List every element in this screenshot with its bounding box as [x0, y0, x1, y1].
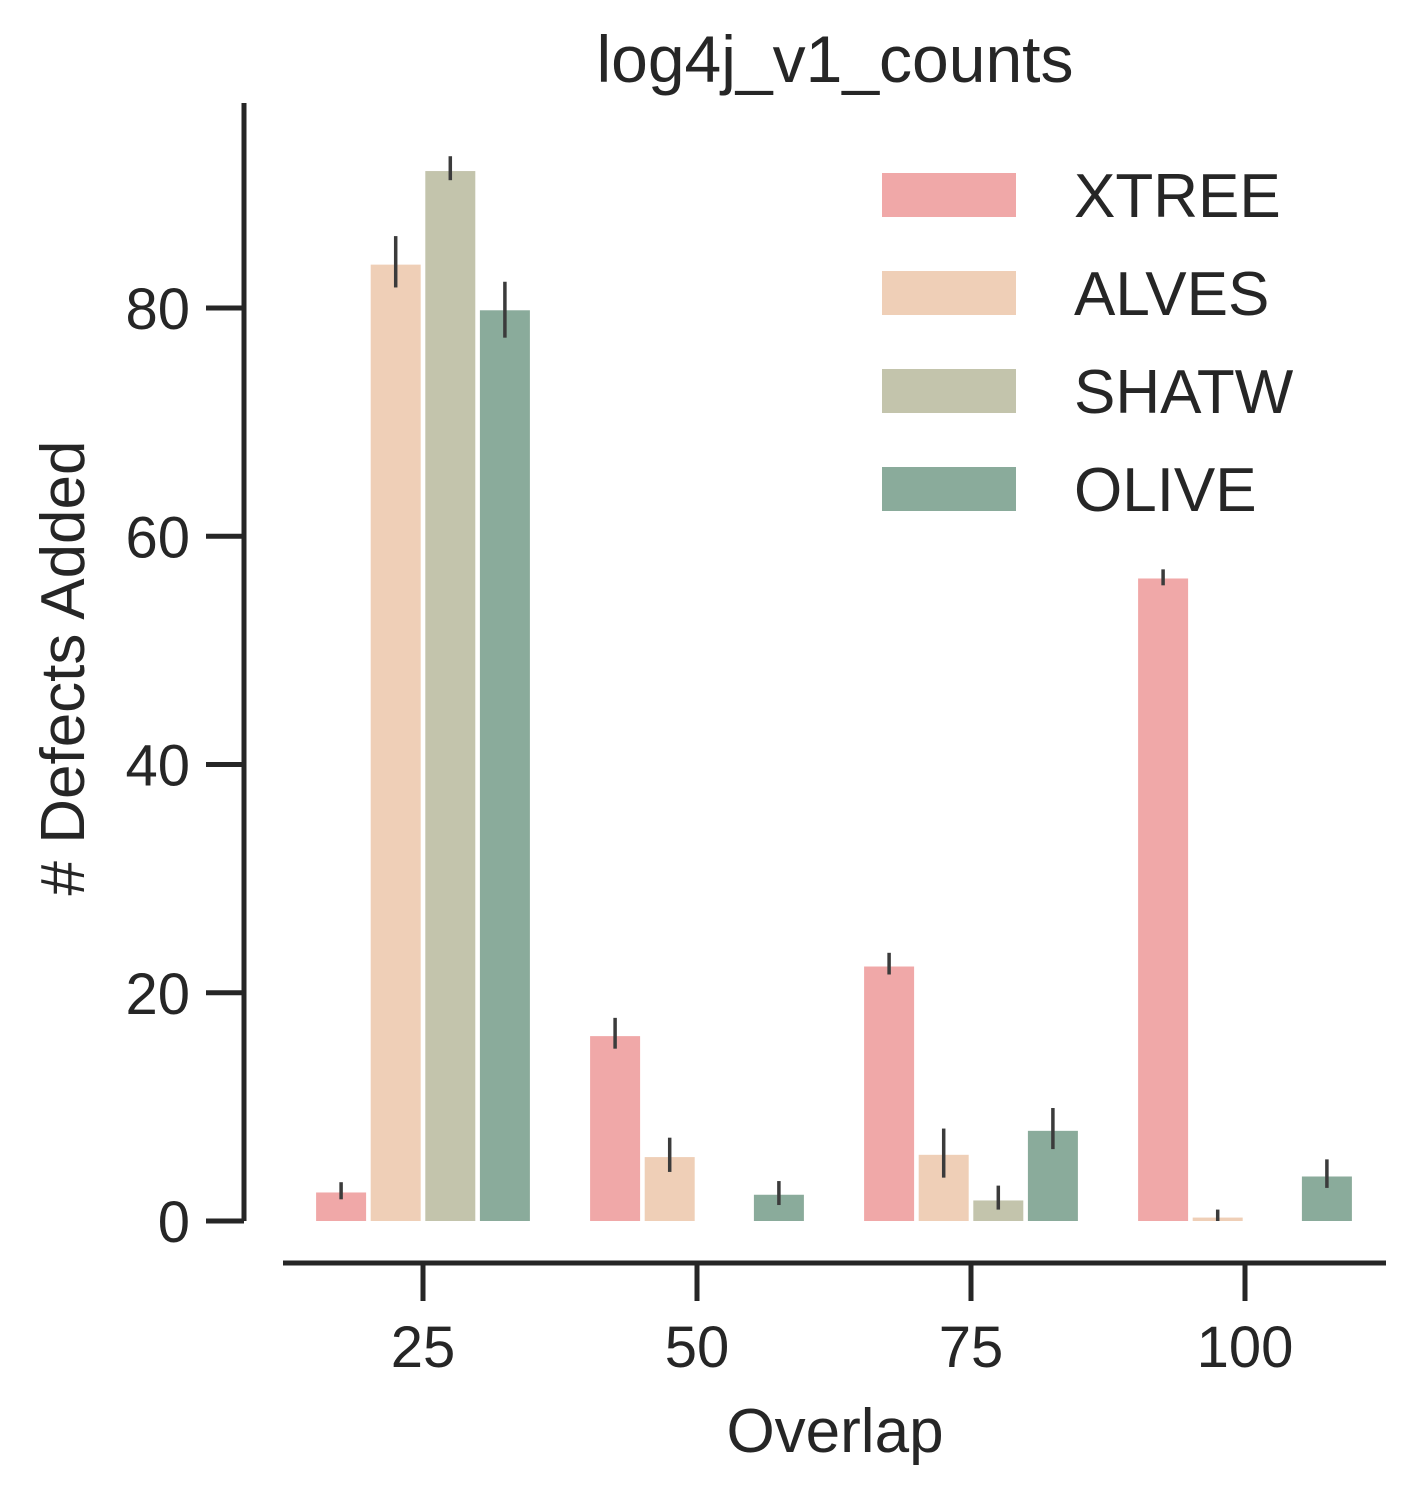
- bars: [316, 171, 1352, 1222]
- y-tick-label: 60: [125, 505, 190, 570]
- bar-alves: [370, 264, 421, 1221]
- y-ticks: 0 20 40 60 80: [125, 277, 244, 1255]
- x-tick-label: 50: [665, 1315, 730, 1380]
- x-axis-label: Overlap: [726, 1397, 943, 1466]
- y-tick-label: 20: [125, 962, 190, 1027]
- error-bars: [339, 156, 1329, 1221]
- x-tick-label: 75: [939, 1315, 1004, 1380]
- legend-swatch-shatw: [882, 369, 1016, 413]
- y-tick-label: 0: [158, 1190, 190, 1255]
- bar-xtree: [864, 966, 915, 1221]
- bar-shatw: [425, 171, 476, 1221]
- legend-label-xtree: XTREE: [1074, 162, 1281, 231]
- chart-title: log4j_v1_counts: [596, 22, 1073, 96]
- legend-swatch-alves: [882, 271, 1016, 315]
- legend-label-olive: OLIVE: [1074, 456, 1257, 525]
- bar-olive: [479, 310, 530, 1222]
- legend: XTREE ALVES SHATW OLIVE: [882, 162, 1294, 525]
- bar-xtree: [590, 1036, 641, 1221]
- y-axis-label: # Defects Added: [29, 441, 98, 896]
- y-tick-label: 80: [125, 277, 190, 342]
- bar-xtree: [1138, 578, 1189, 1221]
- x-tick-label: 100: [1197, 1315, 1294, 1380]
- legend-label-shatw: SHATW: [1074, 358, 1294, 427]
- legend-label-alves: ALVES: [1074, 260, 1269, 329]
- legend-swatch-olive: [882, 467, 1016, 511]
- legend-swatch-xtree: [882, 173, 1016, 217]
- x-tick-label: 25: [391, 1315, 456, 1380]
- x-ticks: 25 50 75 100: [391, 1263, 1294, 1380]
- y-tick-label: 40: [125, 734, 190, 799]
- bar-shatw: [973, 1200, 1024, 1221]
